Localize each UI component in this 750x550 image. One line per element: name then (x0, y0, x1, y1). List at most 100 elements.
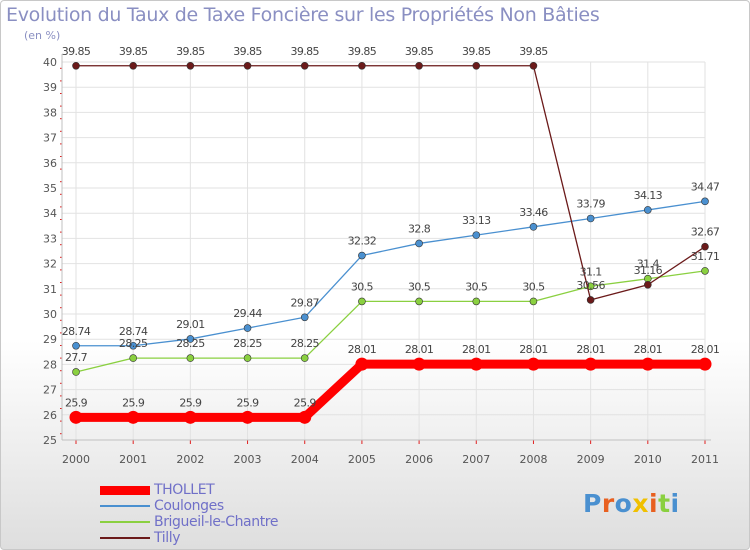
data-label: 25.9 (294, 396, 317, 409)
data-label: 39.85 (62, 45, 91, 58)
legend-swatch (100, 521, 150, 523)
brand-logo: Proxiti (583, 489, 680, 518)
logo-letter: r (601, 489, 615, 518)
data-point (241, 410, 255, 424)
data-label: 39.85 (119, 45, 148, 58)
data-point (701, 197, 709, 206)
data-point (529, 61, 538, 70)
data-point (72, 61, 80, 70)
data-point (644, 280, 652, 289)
data-label: 28.01 (348, 343, 377, 356)
data-label: 30.5 (465, 280, 488, 293)
data-point (300, 313, 309, 322)
data-point (186, 354, 195, 362)
logo-letter: x (632, 489, 649, 518)
y-tick-label: 38 (43, 106, 57, 119)
data-label: 34.13 (634, 189, 663, 202)
data-label: 28.01 (519, 343, 548, 356)
data-label: 29.87 (290, 296, 319, 309)
data-point (300, 354, 309, 362)
legend-swatch (100, 537, 150, 539)
data-label: 28.01 (405, 343, 434, 356)
series-line-brigueil-le-chantre (75, 270, 706, 373)
data-point (472, 231, 481, 239)
data-point (69, 410, 83, 424)
data-point (584, 357, 598, 371)
data-point (129, 341, 137, 350)
legend-label: THOLLET (154, 482, 215, 498)
y-tick-label: 25 (43, 434, 57, 447)
y-tick-label: 27 (43, 384, 57, 397)
data-point (644, 206, 652, 214)
data-point (469, 357, 483, 371)
data-label: 32.8 (408, 222, 431, 235)
data-label: 29.01 (176, 318, 205, 331)
y-tick-label: 33 (43, 232, 57, 245)
logo-letter: t (658, 489, 671, 518)
data-point (529, 297, 538, 306)
logo-letter: o (614, 489, 633, 518)
y-tick-label: 30 (43, 308, 57, 321)
chart-title: Evolution du Taux de Taxe Foncière sur l… (6, 4, 600, 26)
data-label: 33.46 (519, 206, 548, 219)
data-label: 25.9 (65, 396, 88, 409)
data-point (186, 61, 195, 70)
data-label: 30.5 (408, 280, 431, 293)
series-line-thollet (71, 359, 710, 422)
data-point (415, 239, 423, 248)
logo-letter: P (583, 489, 602, 518)
data-point (701, 242, 709, 251)
data-label: 34.47 (691, 180, 720, 193)
data-label: 39.85 (462, 45, 491, 58)
data-point (701, 267, 709, 275)
logo-letter: i (670, 489, 680, 518)
data-label: 31.16 (634, 264, 663, 277)
data-point (355, 357, 369, 371)
x-tick-label: 2008 (519, 453, 547, 466)
data-label: 31.71 (691, 250, 720, 263)
data-label: 28.01 (634, 343, 663, 356)
data-point (415, 61, 423, 70)
data-point (415, 297, 423, 306)
data-label: 25.9 (122, 396, 145, 409)
data-label: 39.85 (405, 45, 434, 58)
data-label: 31.1 (580, 265, 602, 278)
x-tick-label: 2001 (119, 453, 147, 466)
data-label: 31.4 (637, 258, 660, 271)
y-tick-label: 35 (43, 182, 57, 195)
data-label: 25.9 (236, 396, 259, 409)
logo-letter: i (649, 489, 659, 518)
data-point (300, 61, 309, 70)
data-label: 32.32 (348, 235, 377, 248)
x-tick-label: 2005 (348, 453, 376, 466)
y-tick-label: 28 (43, 358, 57, 371)
y-tick-label: 32 (43, 258, 57, 271)
y-tick-label: 31 (43, 283, 57, 296)
data-point (586, 296, 595, 304)
data-point (129, 61, 137, 70)
data-point (243, 61, 252, 70)
x-tick-label: 2011 (691, 453, 719, 466)
data-label: 25.9 (179, 396, 202, 409)
data-point (358, 251, 366, 260)
x-tick-label: 2004 (291, 453, 319, 466)
y-tick-label: 39 (43, 81, 57, 94)
x-tick-label: 2003 (234, 453, 262, 466)
data-point (698, 357, 712, 371)
data-point (358, 297, 366, 306)
series-line-tilly (75, 65, 706, 301)
y-unit-label: (en %) (24, 29, 61, 42)
data-label: 28.25 (290, 337, 319, 350)
x-tick-label: 2010 (634, 453, 662, 466)
data-point (186, 335, 195, 343)
data-label: 28.01 (691, 343, 720, 356)
x-tick-label: 2006 (405, 453, 433, 466)
y-tick-label: 40 (43, 56, 57, 69)
data-label: 39.85 (519, 45, 548, 58)
data-point (526, 357, 540, 371)
x-tick-label: 2009 (577, 453, 605, 466)
data-label: 27.7 (65, 351, 88, 364)
y-axis-ticks: 25 26 27 28 29 30 31 32 33 34 35 36 37 38 39 40 (43, 56, 57, 447)
data-point (126, 410, 140, 424)
axes (60, 54, 711, 444)
